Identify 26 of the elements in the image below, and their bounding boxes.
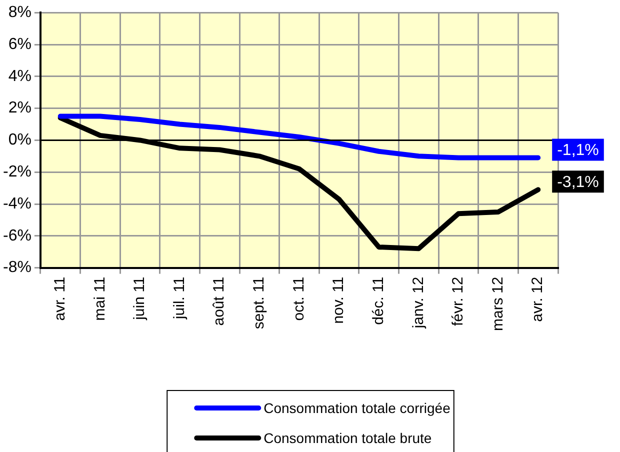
x-tick-label: janv. 12 <box>410 276 427 330</box>
legend-label: Consommation totale corrigée <box>264 400 451 416</box>
x-tick-label: mai 11 <box>91 276 108 321</box>
data-label: -3,1% <box>557 174 599 192</box>
x-tick-label: nov. 11 <box>330 276 348 324</box>
y-tick-label: -4% <box>3 195 32 212</box>
y-tick-label: 6% <box>8 36 32 53</box>
x-tick-label: oct. 11 <box>290 276 308 321</box>
y-tick-label: -6% <box>3 227 32 244</box>
data-label: -1,1% <box>557 142 599 160</box>
y-tick-label: 0% <box>8 132 32 149</box>
x-tick-label: août 11 <box>210 276 228 326</box>
x-tick-label: déc. 11 <box>370 276 387 325</box>
x-tick-label: avr. 12 <box>529 276 546 322</box>
legend-label: Consommation totale brute <box>264 430 432 446</box>
x-tick-label: avr. 11 <box>52 276 68 321</box>
y-tick-label: 4% <box>8 68 32 85</box>
x-tick-label: juil. 11 <box>170 276 188 320</box>
x-tick-label: mars 12 <box>489 276 506 332</box>
y-tick-label: 8% <box>8 4 32 22</box>
y-tick-label: -2% <box>3 164 32 181</box>
x-tick-label: sept. 11 <box>250 276 268 330</box>
y-tick-label: -8% <box>3 259 32 276</box>
x-tick-label: juin 11 <box>131 276 148 321</box>
y-tick-label: 2% <box>8 100 32 117</box>
x-tick-label: févr. 12 <box>450 276 467 326</box>
